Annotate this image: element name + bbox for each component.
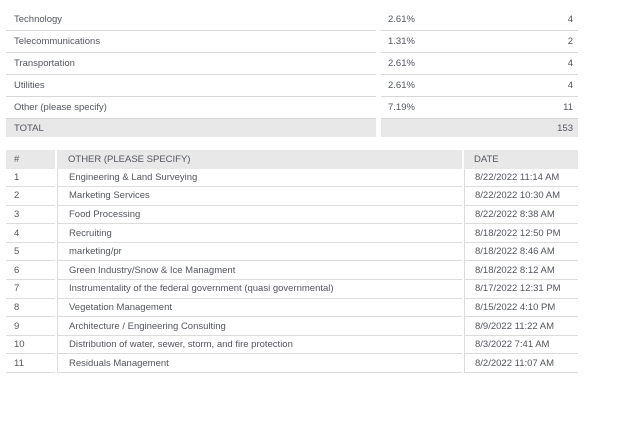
total-label: TOTAL [6,119,376,137]
response-index: 3 [6,206,55,225]
response-text: marketing/pr [57,242,462,262]
response-text: Green Industry/Snow & Ice Managment [57,261,462,281]
response-text: Recruiting [57,224,462,243]
table-row: 1 Engineering & Land Surveying 8/22/2022… [6,168,578,188]
header-other: OTHER (PLEASE SPECIFY) [57,150,462,169]
response-date: 8/22/2022 11:14 AM [464,168,578,188]
answer-label: Other (please specify) [6,97,376,119]
answer-count: 11 [563,102,573,113]
answer-count: 4 [567,80,573,91]
table-row: Transportation 2.61% 4 [6,53,578,75]
answer-percent: 7.19% [388,102,415,113]
response-date: 8/9/2022 11:22 AM [464,317,578,336]
header-date: DATE [464,150,578,169]
response-index: 7 [6,280,55,299]
table-row: 7 Instrumentality of the federal governm… [6,280,578,299]
response-text: Residuals Management [57,354,462,374]
table-row: 8 Vegetation Management 8/15/2022 4:10 P… [6,298,578,318]
answer-percent: 2.61% [388,80,415,91]
answer-label: Technology [6,9,376,31]
response-index: 10 [6,336,55,355]
answer-stats: 7.19% 11 [381,97,578,119]
response-date: 8/18/2022 8:46 AM [464,242,578,262]
answer-percent: 1.31% [388,36,415,47]
answer-count: 4 [567,58,573,69]
table-header-row: # OTHER (PLEASE SPECIFY) DATE [6,150,578,169]
answer-percent: 2.61% [388,58,415,69]
answer-percent: 2.61% [388,14,415,25]
response-index: 6 [6,261,55,281]
answer-label: Utilities [6,75,376,97]
table-row: 6 Green Industry/Snow & Ice Managment 8/… [6,261,578,281]
table-row: Technology 2.61% 4 [6,9,578,31]
total-stats: 153 [381,119,578,137]
response-index: 8 [6,299,55,318]
answer-choices-table: Technology 2.61% 4 Telecommunications 1.… [6,9,578,137]
response-index: 5 [6,243,55,262]
answer-stats: 2.61% 4 [381,9,578,31]
response-date: 8/22/2022 8:38 AM [464,205,578,225]
response-date: 8/15/2022 4:10 PM [464,298,578,318]
table-row: 4 Recruiting 8/18/2022 12:50 PM [6,224,578,243]
answer-label: Transportation [6,53,376,75]
response-index: 1 [6,169,55,188]
table-row: 11 Residuals Management 8/2/2022 11:07 A… [6,354,578,374]
response-date: 8/2/2022 11:07 AM [464,354,578,374]
answer-stats: 1.31% 2 [381,31,578,53]
answer-stats: 2.61% 4 [381,75,578,97]
other-responses-table: # OTHER (PLEASE SPECIFY) DATE 1 Engineer… [6,150,578,374]
response-index: 11 [6,354,55,374]
table-row: 5 marketing/pr 8/18/2022 8:46 AM [6,242,578,262]
response-text: Architecture / Engineering Consulting [57,317,462,336]
response-text: Marketing Services [57,187,462,206]
total-count: 153 [557,122,573,134]
response-text: Engineering & Land Surveying [57,168,462,188]
response-text: Vegetation Management [57,298,462,318]
table-row: 2 Marketing Services 8/22/2022 10:30 AM [6,187,578,206]
response-text: Instrumentality of the federal governmen… [57,280,462,299]
total-row: TOTAL 153 [6,119,578,137]
response-index: 2 [6,187,55,206]
answer-stats: 2.61% 4 [381,53,578,75]
response-date: 8/17/2022 12:31 PM [464,280,578,299]
response-text: Food Processing [57,205,462,225]
answer-count: 4 [567,14,573,25]
response-date: 8/18/2022 8:12 AM [464,261,578,281]
response-index: 4 [6,224,55,243]
response-index: 9 [6,317,55,336]
response-date: 8/18/2022 12:50 PM [464,224,578,243]
response-date: 8/22/2022 10:30 AM [464,187,578,206]
table-row: 9 Architecture / Engineering Consulting … [6,317,578,336]
table-row: 3 Food Processing 8/22/2022 8:38 AM [6,205,578,225]
response-date: 8/3/2022 7:41 AM [464,335,578,355]
answer-count: 2 [567,36,573,47]
header-index: # [6,150,55,169]
table-row: Utilities 2.61% 4 [6,75,578,97]
survey-results-page: Technology 2.61% 4 Telecommunications 1.… [6,9,578,374]
table-row: 10 Distribution of water, sewer, storm, … [6,335,578,355]
table-row: Telecommunications 1.31% 2 [6,31,578,53]
table-row: Other (please specify) 7.19% 11 [6,97,578,119]
response-text: Distribution of water, sewer, storm, and… [57,335,462,355]
answer-label: Telecommunications [6,31,376,53]
